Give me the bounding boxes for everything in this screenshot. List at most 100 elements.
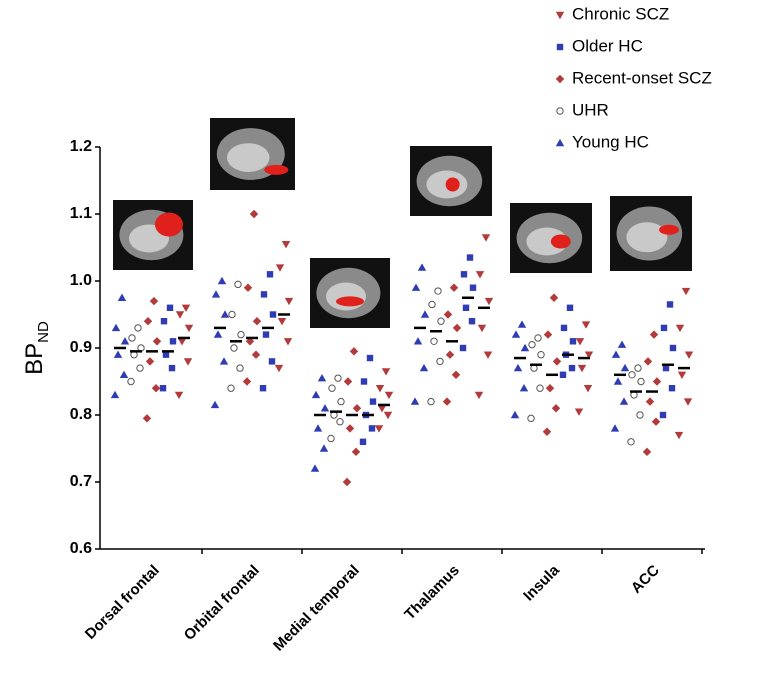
point [543,330,553,339]
point [181,304,191,312]
point [220,310,230,318]
point [555,11,565,20]
point [662,364,670,372]
point [274,364,284,373]
point [634,364,642,372]
point [574,408,584,416]
point [213,330,223,338]
point [559,371,567,378]
point [327,434,335,443]
point [183,358,193,366]
point [366,354,374,362]
point [166,304,174,311]
point [134,324,142,332]
point [174,391,184,400]
point [369,398,377,405]
point [351,447,361,457]
point [117,293,127,301]
brain-region [155,212,183,237]
point [151,384,161,393]
point [337,397,345,406]
point [242,377,252,386]
point [175,311,185,319]
point [619,397,629,405]
point [659,411,667,419]
point [611,350,621,358]
point [449,283,459,292]
point [311,390,321,399]
brain-inner [227,143,270,173]
point [513,363,523,372]
point [583,385,593,393]
point [317,373,327,382]
point [684,351,694,359]
y-tick-label: 0.9 [70,339,92,356]
point [584,351,594,359]
point [283,338,293,346]
point [349,347,359,356]
point [411,283,421,291]
point [159,385,167,392]
point [674,431,684,440]
point [466,254,474,261]
point [575,338,585,346]
point [452,323,462,333]
point [119,370,129,378]
y-label-sub: ND [35,321,52,343]
point [160,318,168,325]
point [319,444,329,452]
brain-region [445,177,460,192]
point [127,377,135,386]
point [617,340,627,348]
point [637,377,645,386]
point [234,280,242,289]
point [410,397,420,405]
point [417,263,427,271]
point [427,397,435,406]
point [483,351,493,359]
x-tick-label: Medial temporal [270,562,363,655]
point [481,234,491,242]
point [169,338,177,345]
point [636,411,644,419]
point [519,384,529,392]
point [484,297,494,306]
brain-region [264,164,289,175]
y-tick-label: 0.6 [70,540,92,557]
point [681,287,691,296]
point [610,424,620,432]
point [613,377,623,385]
point [649,330,659,339]
brain-inner [626,222,668,253]
y-tick-label: 0.8 [70,406,92,423]
point [143,317,153,326]
point [542,427,552,436]
point [555,74,565,84]
point [259,385,267,392]
point [468,318,476,325]
point [277,318,287,326]
y-tick-label: 1.1 [70,205,92,222]
point [368,425,376,432]
y-axis-label: BPND [21,321,52,375]
point [668,385,676,392]
point [377,405,387,413]
point [669,344,677,352]
point [320,404,330,412]
point [642,447,652,457]
point [313,424,323,432]
point [243,283,253,292]
x-tick-label: Insula [520,561,563,604]
point [645,397,655,406]
point [552,357,562,366]
point [228,310,236,319]
brain-images [113,118,692,328]
point [345,424,355,433]
x-tick-label: Orbital frontal [181,562,263,644]
point [556,107,564,115]
point [413,337,423,345]
point [142,414,152,423]
point [675,324,685,333]
point [545,384,555,393]
